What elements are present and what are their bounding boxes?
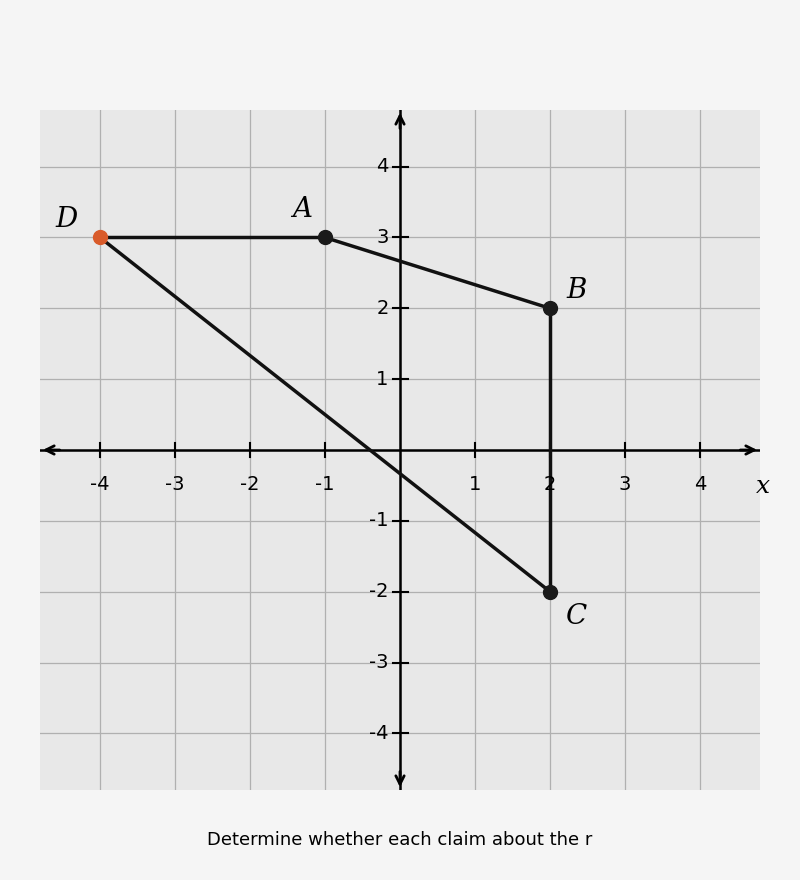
Text: 1: 1 [469, 475, 481, 494]
Text: A: A [293, 195, 313, 223]
Text: 4: 4 [376, 158, 389, 176]
Text: -3: -3 [166, 475, 185, 494]
Text: B: B [566, 277, 586, 304]
Text: -1: -1 [315, 475, 334, 494]
Point [544, 584, 557, 598]
Text: -2: -2 [370, 583, 389, 601]
Text: x: x [756, 475, 770, 498]
Text: 3: 3 [376, 228, 389, 247]
Text: 2: 2 [376, 299, 389, 318]
Text: 3: 3 [619, 475, 631, 494]
Text: -4: -4 [370, 724, 389, 743]
Point [544, 301, 557, 315]
Point [94, 231, 106, 245]
Point [318, 231, 331, 245]
Text: Determine whether each claim about the r: Determine whether each claim about the r [207, 832, 593, 849]
Text: -4: -4 [90, 475, 110, 494]
Text: 4: 4 [694, 475, 706, 494]
Text: 2: 2 [544, 475, 556, 494]
Text: D: D [55, 206, 78, 233]
Text: -2: -2 [240, 475, 260, 494]
Text: -3: -3 [370, 653, 389, 672]
Text: 1: 1 [376, 370, 389, 389]
Text: -1: -1 [370, 511, 389, 531]
Text: C: C [566, 603, 587, 630]
